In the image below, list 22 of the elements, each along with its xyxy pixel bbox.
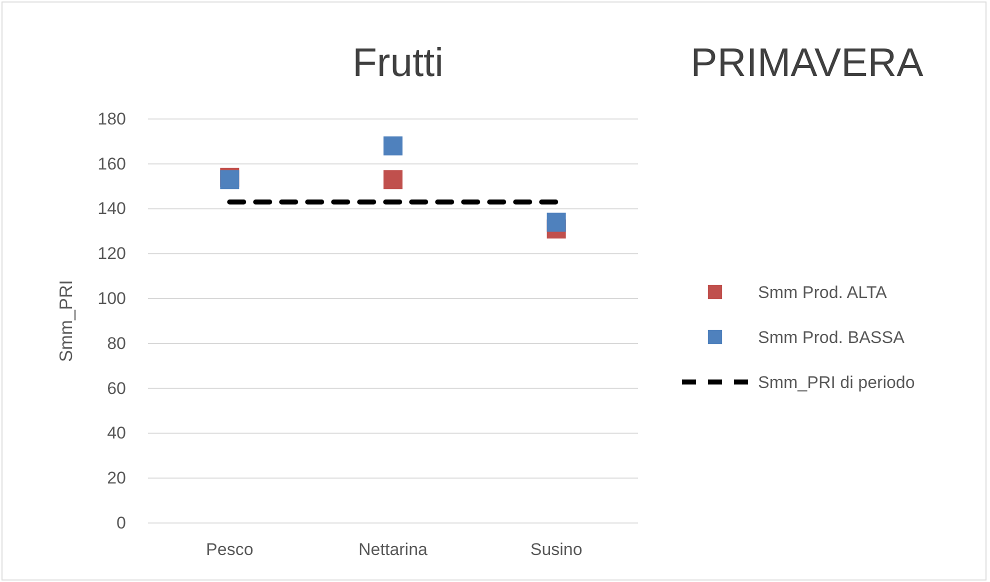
y-tick-label: 20: [107, 468, 126, 488]
y-tick-label: 60: [107, 378, 126, 398]
point: [546, 212, 566, 232]
text: PRIMAVERA: [690, 41, 924, 85]
legend-label: Smm Prod. BASSA: [758, 328, 906, 347]
x-tick-label: Susino: [530, 540, 582, 560]
x-tick-label: Pesco: [206, 540, 254, 560]
legend-label: Smm Prod. ALTA: [758, 283, 888, 302]
y-tick-label: 180: [98, 109, 126, 128]
y-tick-label: 100: [98, 288, 126, 308]
point: [384, 170, 402, 190]
y-tick-label: 80: [107, 334, 126, 353]
point: [384, 136, 402, 156]
y-tick-label: 120: [98, 244, 126, 264]
legend-label: Smm_PRI di periodo: [758, 373, 915, 392]
x-tick-label: Nettarina: [358, 540, 428, 560]
y-tick-label: 160: [98, 154, 126, 174]
y-tick-label: 140: [98, 199, 126, 218]
y-tick-label: 0: [116, 513, 126, 532]
y-tick-label: 40: [107, 424, 126, 443]
y-axis-title: Smm_PRI: [56, 280, 76, 362]
chart-title: Frutti: [352, 41, 444, 85]
